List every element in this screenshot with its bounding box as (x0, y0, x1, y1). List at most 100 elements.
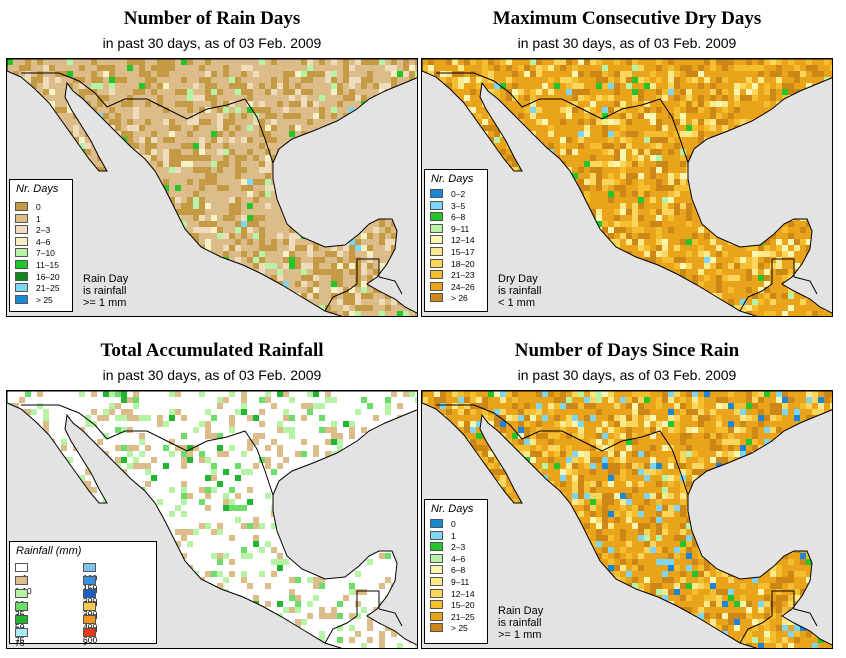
legend-label: > 600 (83, 638, 88, 648)
legend-swatch (430, 189, 443, 198)
panel-subtitle: in past 30 days, as of 03 Feb. 2009 (517, 35, 737, 51)
legend-swatch (430, 200, 443, 210)
legend-note: Rain Day is rainfall >= 1 mm (83, 273, 128, 309)
country-border (771, 258, 795, 284)
legend-item: 10 25 (15, 589, 36, 619)
map-days-since-rain: Nr. Days 0 1 2–3 4–6 6–8 9–11 12–14 15–20 21–25 >… (421, 390, 833, 649)
map-svg (422, 59, 832, 316)
panel-total-rainfall: Total Accumulated Rainfall in past 30 da… (6, 332, 418, 652)
legend-swatch (430, 281, 443, 291)
legend-label: 15–17 (451, 247, 475, 257)
legend-item: > 600 (83, 628, 104, 648)
legend-swatch (430, 212, 443, 222)
country-border (378, 608, 403, 627)
legend-swatch (15, 248, 28, 258)
note-line-1: Rain Day (498, 605, 544, 617)
panel-title: Number of Days Since Rain (514, 340, 740, 361)
legend-item: 100 150 (83, 563, 104, 593)
legend-label: 6–8 (451, 565, 466, 576)
country-border (739, 283, 773, 312)
legend-label: 18–20 (451, 258, 475, 269)
legend-label: 16–20 (36, 271, 60, 282)
legend-label: 4–6 (36, 236, 51, 247)
legend-title: Nr. Days (431, 503, 474, 515)
legend-swatch (430, 270, 443, 280)
coastline (7, 391, 417, 648)
legend-item: 15–20 (430, 600, 475, 610)
note-line-2: is rainfall (498, 285, 542, 297)
map-svg (422, 391, 832, 648)
legend-swatch (15, 589, 28, 598)
legend-note: Rain Day is rainfall >= 1 mm (498, 605, 543, 641)
legend-item: 0 (430, 519, 456, 529)
legend-label: 9–11 (451, 577, 470, 587)
legend-label: 1 (36, 213, 41, 224)
legend-item: > 25 (430, 623, 468, 633)
legend-swatch (430, 530, 443, 540)
legend-label: 2–3 (36, 225, 51, 236)
legend-label: 0 (451, 519, 456, 529)
legend-swatch (15, 602, 28, 611)
legend-swatch (430, 577, 443, 586)
coastline (7, 59, 417, 316)
legend-item: > 26 (430, 293, 468, 303)
note-line-2: is rainfall (498, 617, 542, 629)
legend-item: 0–2 (430, 189, 465, 199)
legend-label: 0–2 (451, 189, 466, 199)
legend-item: 1 10 (15, 576, 36, 596)
legend-label: 24–26 (451, 281, 475, 292)
legend-swatch (15, 615, 28, 624)
legend-item: 6–8 (430, 565, 465, 575)
legend: Nr. Days 0 1 2–3 4–6 7–10 11–15 16–20 21–25 > 25 (9, 179, 73, 312)
note-line-3: >= 1 mm (83, 297, 127, 309)
panel-subtitle: in past 30 days, as of 03 Feb. 2009 (102, 35, 322, 51)
note-line-1: Dry Day (498, 273, 538, 285)
legend-swatch (430, 600, 443, 610)
legend-label: > 25 (36, 294, 53, 305)
legend-item: 21–25 (15, 283, 60, 293)
legend-label: 4–6 (451, 553, 466, 564)
legend: Nr. Days 0 1 2–3 4–6 6–8 9–11 12–14 15–20 21–25 >… (424, 499, 488, 644)
legend-item: 200 300 (83, 589, 104, 619)
legend-item: 21–23 (430, 270, 475, 280)
panel-subtitle: in past 30 days, as of 03 Feb. 2009 (102, 367, 322, 383)
country-border (739, 615, 773, 644)
legend-title: Nr. Days (431, 173, 474, 185)
country-border (21, 72, 274, 164)
legend-item: 25 50 (15, 602, 36, 632)
legend-swatch (15, 283, 28, 293)
legend-swatch (83, 628, 96, 637)
legend-swatch (83, 602, 96, 611)
legend-label: 2–3 (451, 542, 466, 553)
legend-swatch (83, 576, 96, 585)
legend-item: 1 (15, 213, 41, 224)
legend-swatch (430, 258, 443, 268)
country-border (356, 590, 380, 616)
legend-item: 6–8 (430, 212, 465, 222)
legend-label: 3–5 (451, 200, 466, 211)
legend-item: 24–26 (430, 281, 475, 292)
legend-item: 7–10 (15, 248, 55, 258)
map-rain-days: Nr. Days 0 1 2–3 4–6 7–10 11–15 16–20 21–25 > 25… (6, 58, 418, 317)
legend-item: 11–15 (15, 260, 59, 270)
panel-days-since-rain: Number of Days Since Rain in past 30 day… (421, 332, 833, 652)
note-line-2: is rainfall (83, 285, 127, 297)
legend-swatch (430, 611, 443, 621)
legend-swatch (15, 225, 28, 235)
legend-label: 11–15 (36, 260, 60, 270)
country-border (356, 258, 380, 284)
country-border (436, 404, 689, 496)
legend-label: 9–11 (451, 223, 470, 234)
legend-swatch (15, 260, 28, 269)
panel-rain-days: Number of Rain Days in past 30 days, as … (6, 0, 418, 320)
legend-label: > 26 (451, 293, 468, 304)
note-line-1: Rain Day (83, 273, 129, 285)
legend-label: 21–23 (451, 270, 475, 281)
legend-swatch (430, 565, 443, 575)
legend-swatch (430, 235, 443, 245)
legend-swatch (15, 563, 28, 572)
legend-item: 300 400 (83, 602, 104, 632)
legend-item: 18–20 (430, 258, 475, 269)
legend-item: 9–11 (430, 223, 470, 234)
